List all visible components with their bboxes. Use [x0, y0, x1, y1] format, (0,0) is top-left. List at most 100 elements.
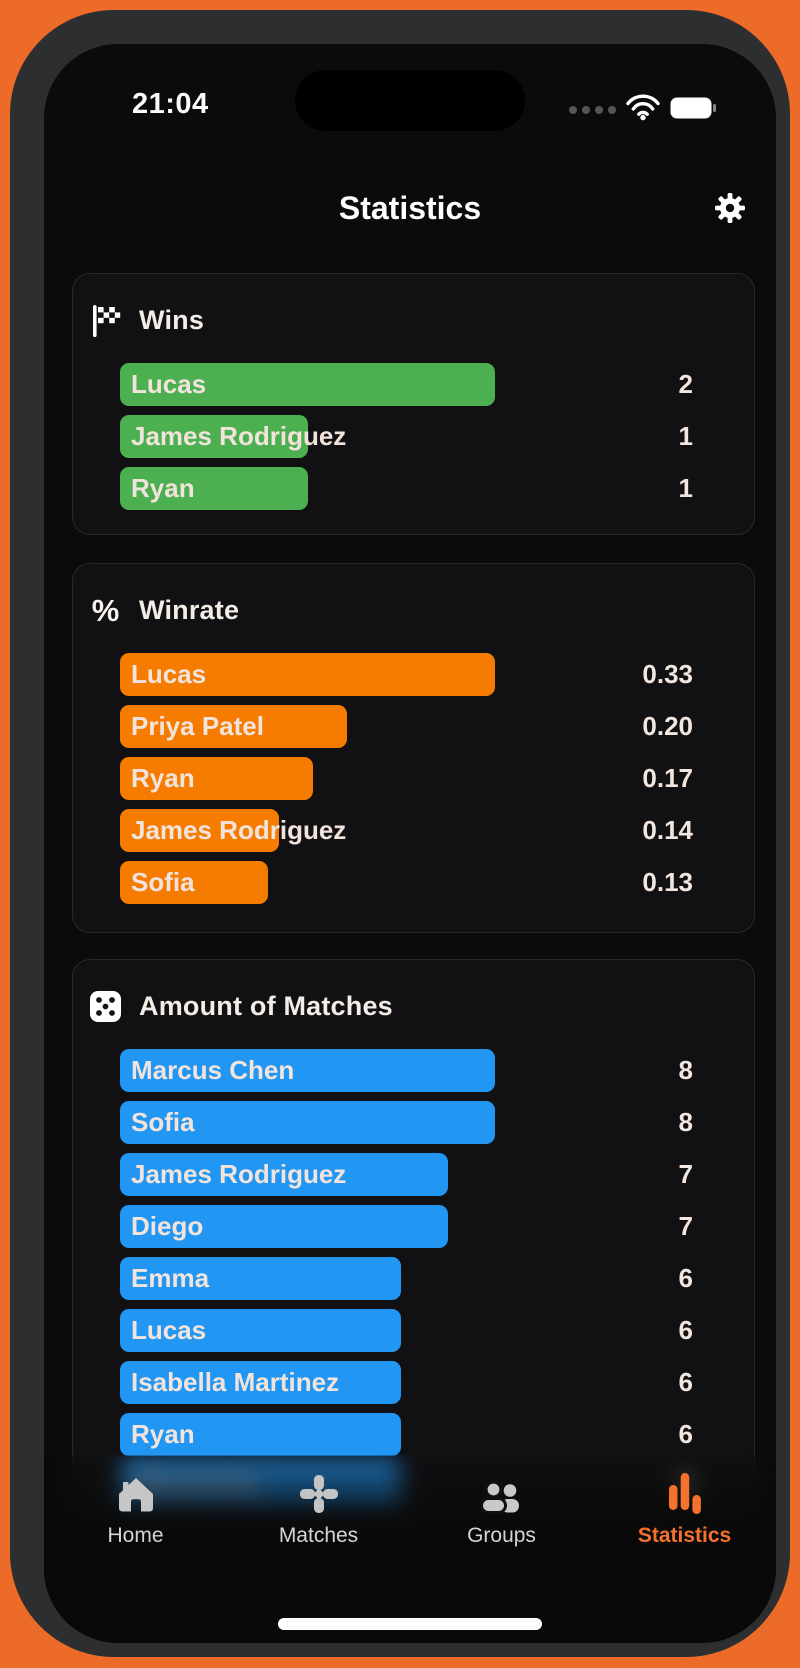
winrate-card: % Winrate Lucas 0.33 Priya Patel 0.20 Ryan 0.…	[72, 563, 755, 933]
cellular-signal-icon	[569, 106, 616, 114]
player-value: 8	[678, 1107, 693, 1137]
player-name: Sofia	[131, 867, 195, 897]
player-name: Lucas	[131, 659, 207, 689]
value-bar	[120, 861, 268, 904]
bar-row: Ryan 6	[120, 1413, 693, 1456]
bar-row: Emma 6	[120, 1257, 693, 1300]
tab-matches[interactable]: Matches	[227, 1468, 410, 1548]
tab-label: Groups	[467, 1524, 536, 1547]
value-bar	[120, 1309, 401, 1352]
tab-statistics[interactable]: Statistics	[593, 1468, 776, 1548]
bar-row: Lucas 0.33	[120, 653, 693, 696]
player-name: Emma	[131, 1263, 210, 1293]
player-value: 0.17	[642, 763, 693, 793]
tab-groups[interactable]: Groups	[410, 1468, 593, 1548]
settings-gear-icon[interactable]	[714, 192, 746, 224]
bar-row: Diego 7	[120, 1205, 693, 1248]
player-name: Priya Patel	[131, 711, 264, 741]
player-name: James Rodriguez	[131, 1159, 347, 1189]
dpad-icon	[299, 1468, 339, 1514]
phone-frame: 21:04 Stat	[10, 10, 790, 1657]
player-name: Ryan	[131, 1419, 195, 1449]
player-value: 6	[678, 1367, 693, 1397]
status-icons	[569, 94, 716, 126]
player-value: 2	[678, 369, 693, 399]
player-name: James Rodriguez	[131, 421, 347, 451]
player-name: James Rodriguez	[131, 815, 347, 845]
bar-row: Lucas 2	[120, 363, 693, 406]
player-value: 6	[678, 1419, 693, 1449]
bar-row: Sofia 0.13	[120, 861, 693, 904]
value-bar	[120, 415, 308, 458]
wifi-icon	[626, 94, 660, 126]
bar-row: Ryan 0.17	[120, 757, 693, 800]
player-value: 0.20	[642, 711, 693, 741]
dynamic-island	[295, 70, 525, 131]
value-bar	[120, 1101, 495, 1144]
value-bar	[120, 467, 308, 510]
player-name: Lucas	[131, 369, 207, 399]
value-bar	[120, 1049, 495, 1092]
bar-row: James Rodriguez 0.14	[120, 809, 693, 852]
tab-label: Statistics	[637, 1524, 732, 1547]
player-name: Lucas	[131, 1315, 207, 1345]
value-bar	[120, 653, 495, 696]
bar-row: Lucas 6	[120, 1309, 693, 1352]
player-value: 8	[678, 1055, 693, 1085]
player-value: 0.14	[642, 815, 693, 845]
player-value: 1	[678, 421, 693, 451]
tab-label: Matches	[278, 1524, 359, 1547]
app-screen: 21:04 Stat	[44, 44, 776, 1643]
tab-bar: Home Matches	[44, 1468, 776, 1548]
checkered-flag-icon	[89, 304, 122, 337]
value-bar	[120, 1361, 401, 1404]
player-value: 6	[678, 1315, 693, 1345]
player-name: Isabella Martinez	[131, 1367, 340, 1397]
winrate-bar-list: Lucas 0.33 Priya Patel 0.20 Ryan 0.17 James Ro…	[73, 653, 754, 904]
value-bar	[120, 1153, 448, 1196]
dice-icon	[89, 990, 122, 1023]
tab-label: Home	[107, 1524, 164, 1547]
value-bar	[120, 1413, 401, 1456]
home-icon	[116, 1468, 156, 1514]
tabbar-blur-overlay	[44, 1455, 776, 1643]
player-value: 6	[678, 1263, 693, 1293]
wins-bar-list: Lucas 2 James Rodriguez 1 Ryan 1	[73, 363, 754, 510]
player-value: 0.33	[642, 659, 693, 689]
percent-icon: %	[91, 593, 120, 628]
bar-row: James Rodriguez 7	[120, 1153, 693, 1196]
matches-card: Amount of Matches Marcus Chen 8 Sofia 8 Jame…	[72, 959, 755, 1533]
matches-bar-list: Marcus Chen 8 Sofia 8 James Rodriguez 7 Diego 7…	[73, 1049, 754, 1508]
value-bar	[120, 757, 313, 800]
value-bar	[120, 809, 279, 852]
groups-icon	[479, 1468, 524, 1514]
page-title: Statistics	[338, 190, 482, 226]
bar-row: Priya Patel 0.20	[120, 705, 693, 748]
player-name: Diego	[131, 1211, 204, 1241]
player-name: Marcus Chen	[131, 1055, 295, 1085]
tab-home[interactable]: Home	[44, 1468, 227, 1548]
player-name: Ryan	[131, 473, 195, 503]
value-bar	[120, 705, 347, 748]
battery-icon	[670, 97, 716, 124]
bar-row: Marcus Chen 8	[120, 1049, 693, 1092]
bar-row: James Rodriguez 1	[120, 415, 693, 458]
player-value: 7	[678, 1159, 693, 1189]
value-bar	[120, 363, 495, 406]
wins-card: Wins Lucas 2 James Rodriguez 1 Ryan 1	[72, 273, 755, 535]
home-indicator[interactable]	[278, 1618, 542, 1630]
bar-row: Sofia 8	[120, 1101, 693, 1144]
player-value: 1	[678, 473, 693, 503]
player-value: 0.13	[642, 867, 693, 897]
player-name: Ryan	[131, 763, 195, 793]
bar-row: Ryan 1	[120, 467, 693, 510]
value-bar	[120, 1205, 448, 1248]
status-time: 21:04	[132, 88, 209, 120]
card-title: Winrate	[139, 595, 240, 625]
value-bar	[120, 1257, 401, 1300]
player-name: Sofia	[131, 1107, 195, 1137]
stats-bars-icon	[666, 1468, 704, 1514]
player-value: 7	[678, 1211, 693, 1241]
card-title: Wins	[139, 305, 205, 335]
card-title: Amount of Matches	[139, 991, 393, 1021]
